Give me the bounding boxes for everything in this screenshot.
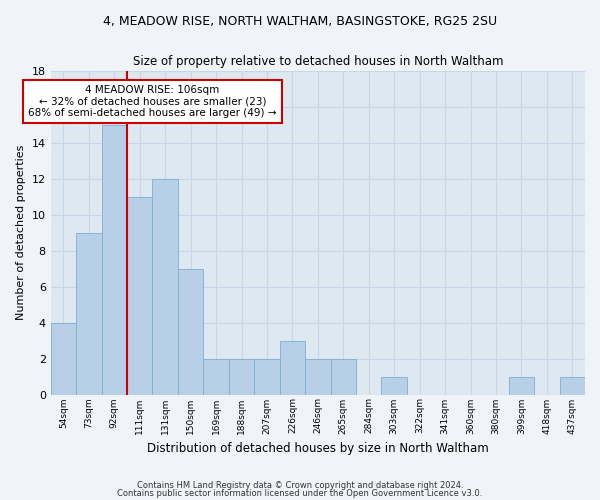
- Bar: [509, 376, 534, 394]
- Bar: [76, 232, 101, 394]
- Bar: [254, 358, 280, 394]
- Bar: [229, 358, 254, 394]
- Text: Contains public sector information licensed under the Open Government Licence v3: Contains public sector information licen…: [118, 488, 482, 498]
- Bar: [178, 268, 203, 394]
- Y-axis label: Number of detached properties: Number of detached properties: [16, 145, 26, 320]
- Bar: [305, 358, 331, 394]
- Text: 4 MEADOW RISE: 106sqm
← 32% of detached houses are smaller (23)
68% of semi-deta: 4 MEADOW RISE: 106sqm ← 32% of detached …: [28, 85, 277, 118]
- Bar: [203, 358, 229, 394]
- Bar: [280, 340, 305, 394]
- Bar: [101, 124, 127, 394]
- X-axis label: Distribution of detached houses by size in North Waltham: Distribution of detached houses by size …: [147, 442, 489, 455]
- Bar: [127, 196, 152, 394]
- Bar: [560, 376, 585, 394]
- Text: 4, MEADOW RISE, NORTH WALTHAM, BASINGSTOKE, RG25 2SU: 4, MEADOW RISE, NORTH WALTHAM, BASINGSTO…: [103, 15, 497, 28]
- Text: Contains HM Land Registry data © Crown copyright and database right 2024.: Contains HM Land Registry data © Crown c…: [137, 481, 463, 490]
- Title: Size of property relative to detached houses in North Waltham: Size of property relative to detached ho…: [133, 55, 503, 68]
- Bar: [152, 178, 178, 394]
- Bar: [331, 358, 356, 394]
- Bar: [382, 376, 407, 394]
- Bar: [50, 322, 76, 394]
